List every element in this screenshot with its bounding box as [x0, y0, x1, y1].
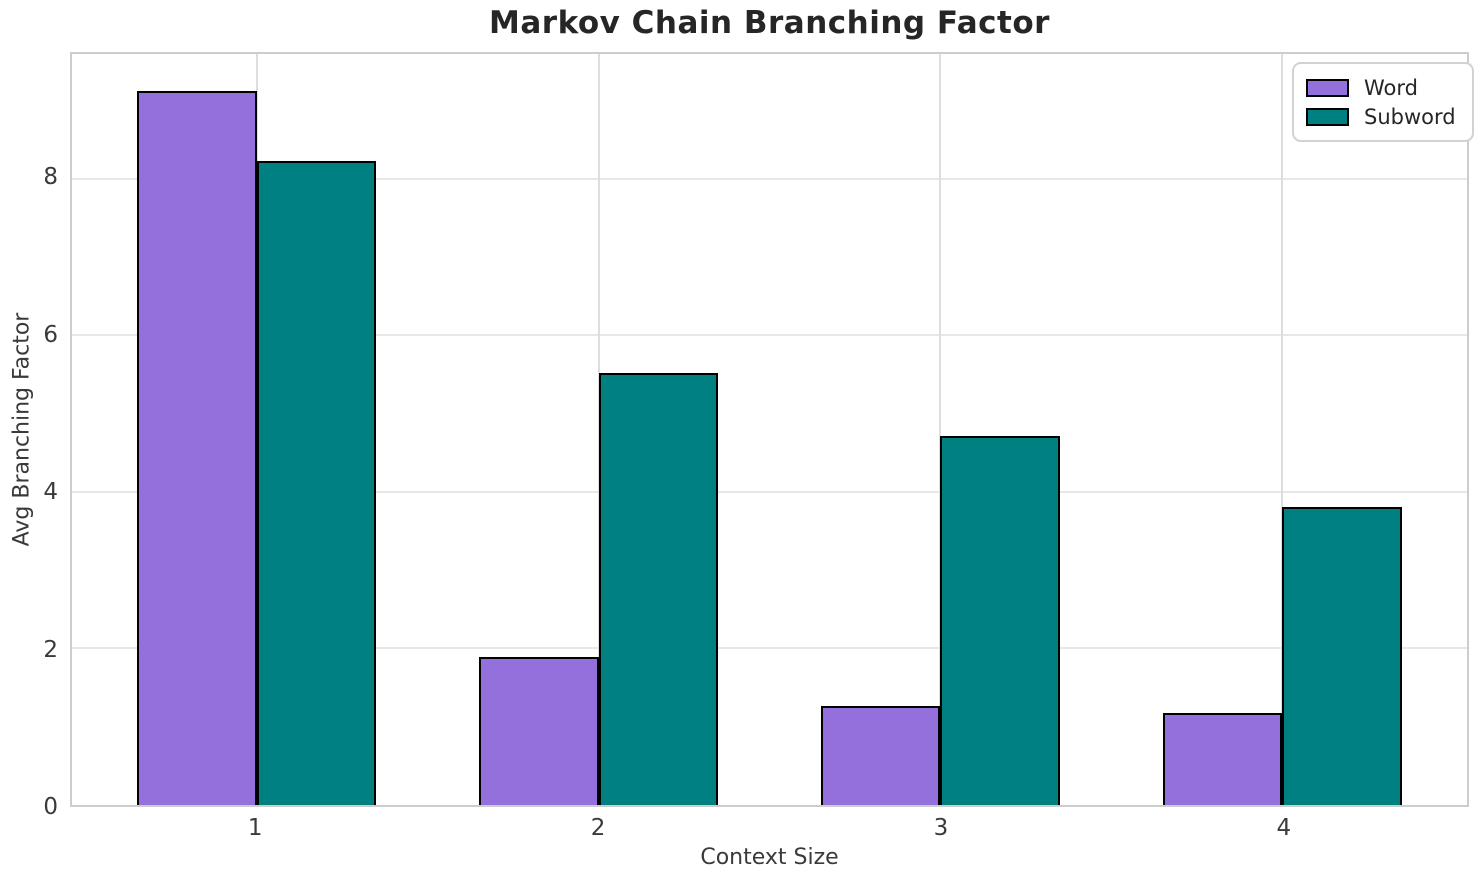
x-tick-label: 4: [1276, 815, 1292, 841]
legend-swatch-subword: [1306, 107, 1349, 126]
bar-word-context-3: [820, 705, 941, 805]
legend-swatch-word: [1306, 78, 1349, 97]
bar-subword-context-3: [940, 436, 1061, 805]
plot-area: [70, 52, 1469, 807]
y-tick-label: 8: [43, 164, 58, 191]
y-tick-label: 2: [43, 636, 58, 663]
legend-label: Word: [1364, 75, 1418, 100]
y-tick-label: 4: [43, 479, 58, 506]
bar-word-context-4: [1162, 713, 1283, 805]
gridline-vertical: [1281, 54, 1284, 805]
gridline-horizontal: [72, 177, 1467, 180]
x-tick-label: 3: [933, 815, 949, 841]
legend-label: Subword: [1364, 104, 1456, 129]
gridline-horizontal: [72, 490, 1467, 493]
y-tick-label: 0: [43, 794, 58, 820]
legend-box: Word Subword: [1292, 62, 1474, 142]
gridline-vertical: [939, 54, 942, 805]
bar-subword-context-2: [598, 372, 719, 805]
y-tick-label: 6: [43, 321, 58, 348]
y-axis-label: Avg Branching Factor: [9, 312, 35, 547]
x-axis-label: Context Size: [700, 845, 839, 870]
bar-subword-context-4: [1282, 507, 1403, 805]
legend-item-word: Word: [1306, 73, 1456, 102]
gridline-horizontal: [72, 334, 1467, 337]
legend-item-subword: Subword: [1306, 102, 1456, 131]
chart-title: Markov Chain Branching Factor: [489, 5, 1050, 41]
x-tick-label: 1: [247, 815, 263, 841]
gridline-horizontal: [72, 647, 1467, 650]
x-tick-label: 2: [590, 815, 606, 841]
y-axis-label-container: Avg Branching Factor: [0, 52, 44, 807]
bar-word-context-2: [478, 657, 599, 805]
legend-rows: Word Subword: [1306, 73, 1456, 131]
bar-word-context-1: [136, 90, 257, 805]
bar-subword-context-1: [256, 160, 377, 805]
